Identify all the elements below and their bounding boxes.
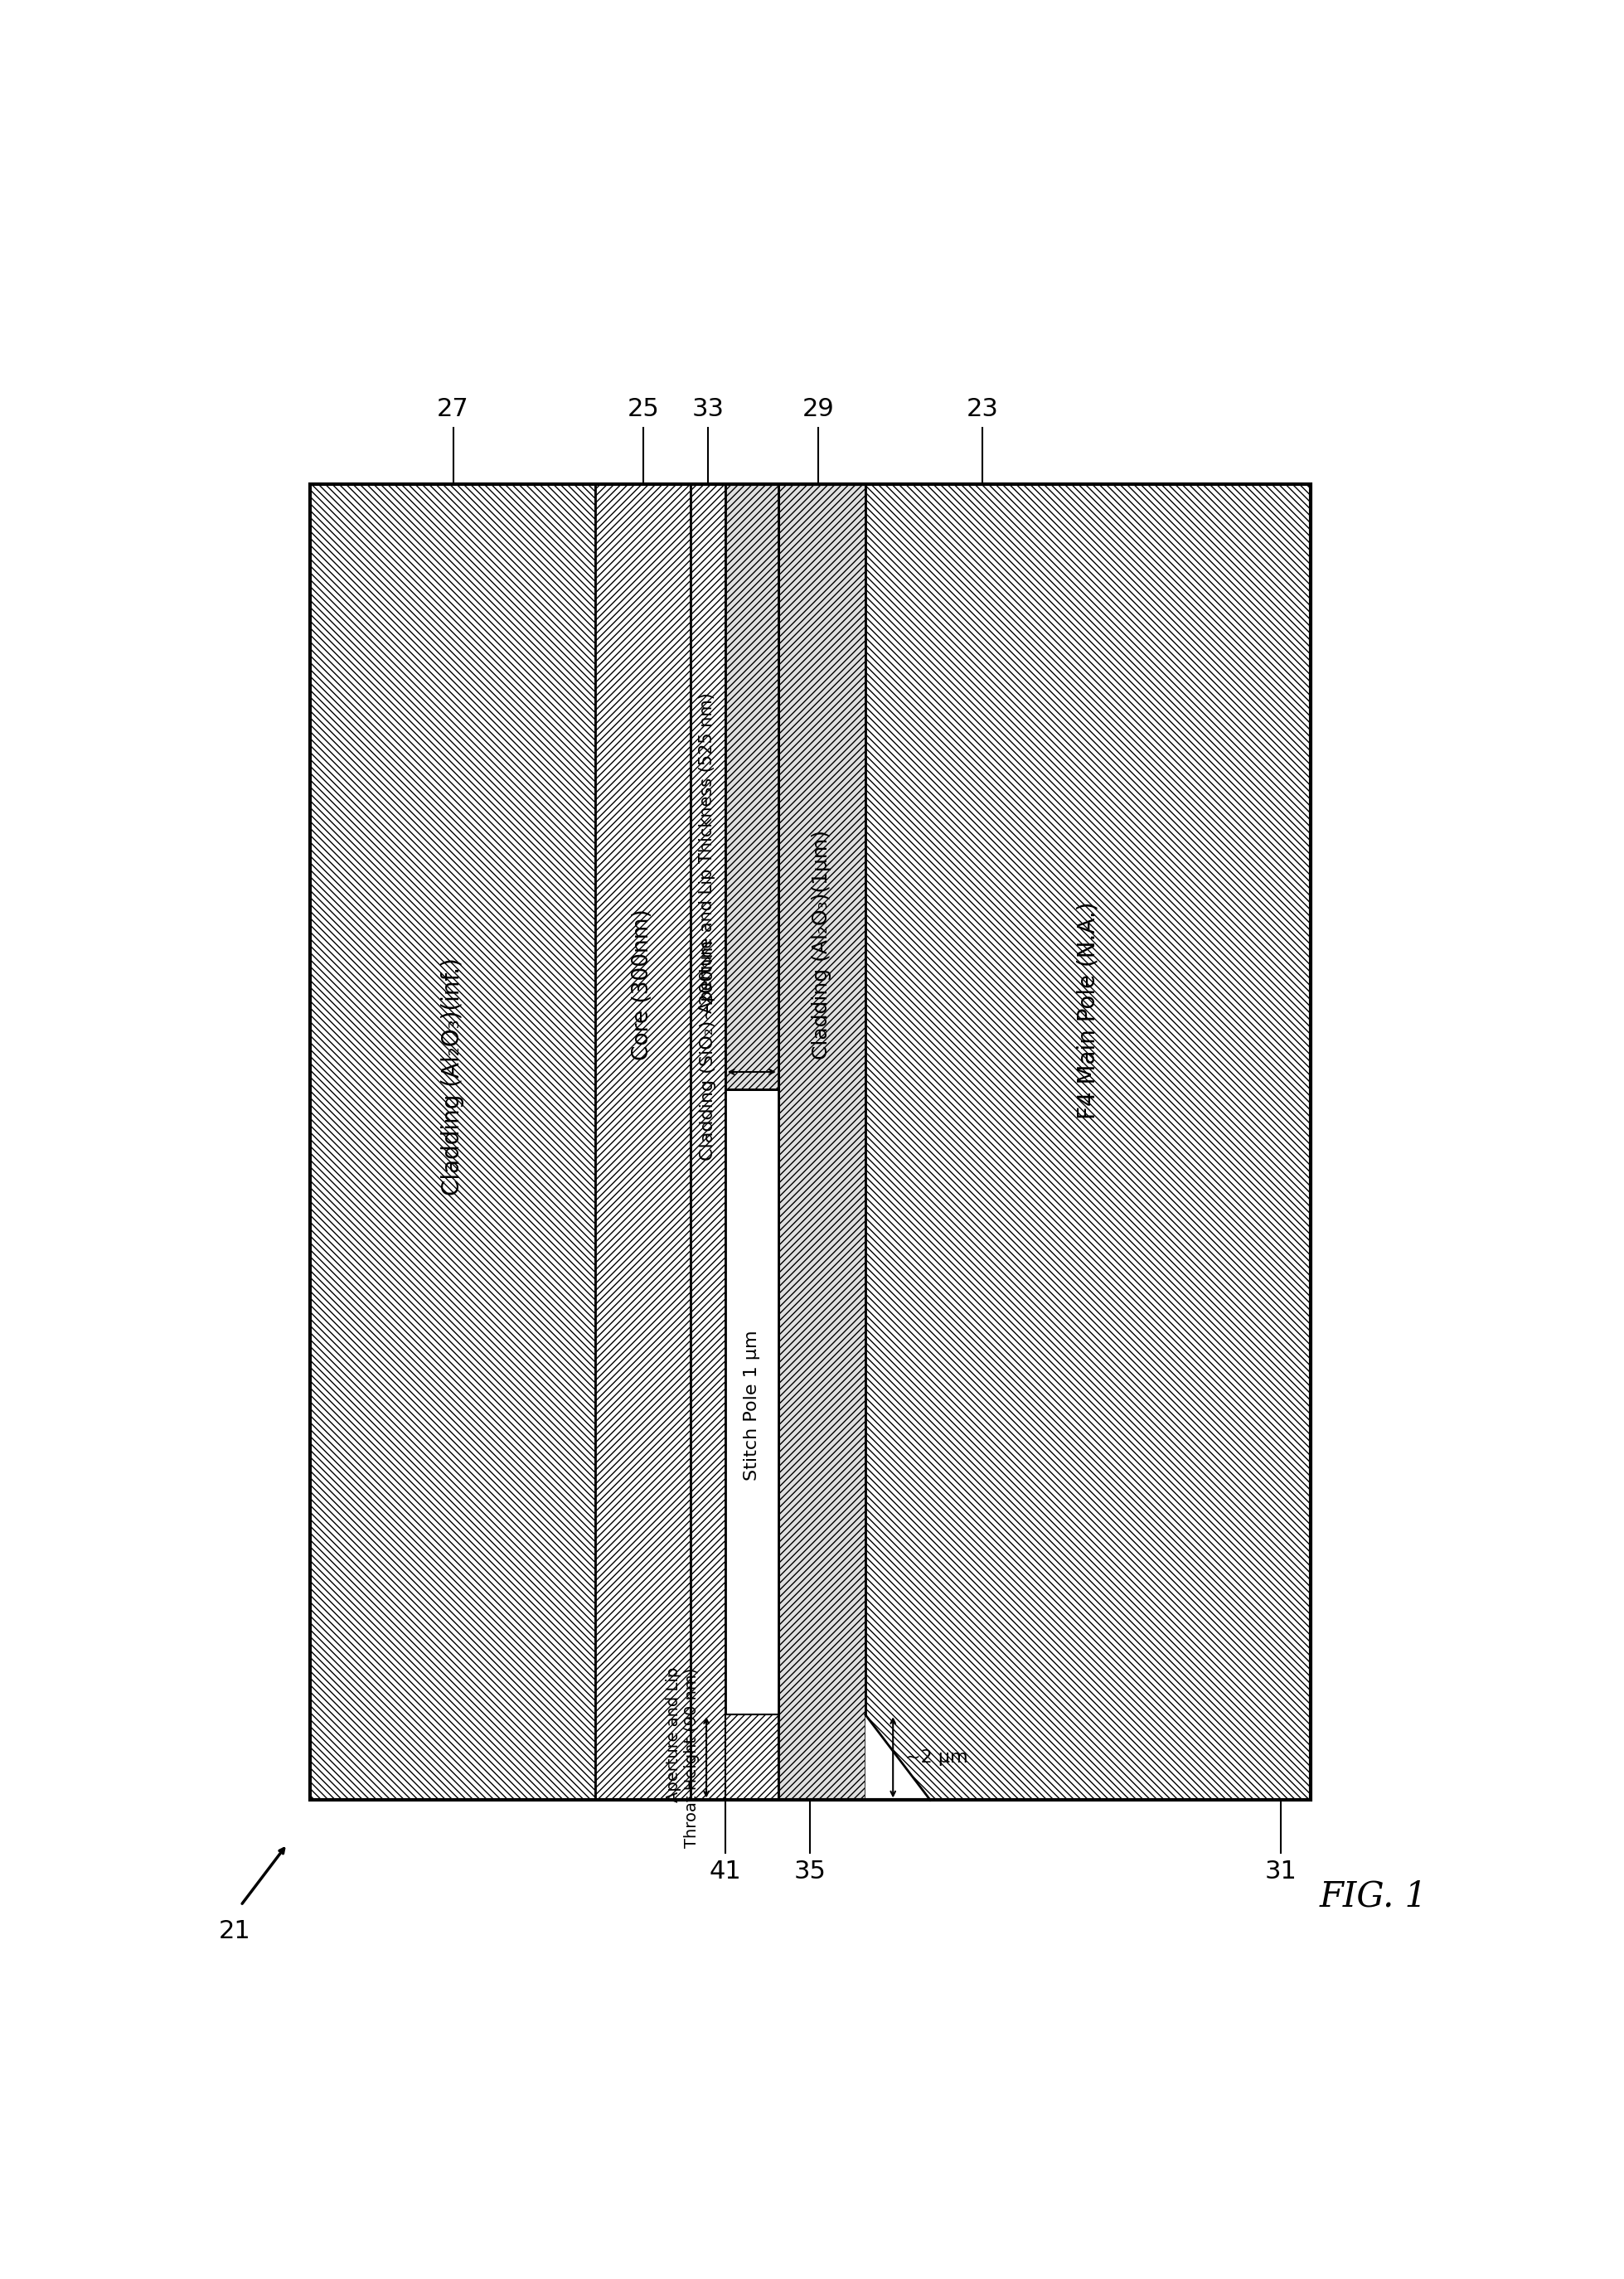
Bar xyxy=(310,483,1311,1800)
Text: 41: 41 xyxy=(710,1860,741,1885)
Text: Stitch Pole 1 μm: Stitch Pole 1 μm xyxy=(744,1331,760,1481)
Text: 25: 25 xyxy=(627,397,659,422)
Text: ~2 μm: ~2 μm xyxy=(906,1748,968,1766)
Text: FIG. 1: FIG. 1 xyxy=(1320,1880,1427,1914)
Text: 21: 21 xyxy=(218,1919,250,1944)
Polygon shape xyxy=(866,1714,931,1800)
Text: 23: 23 xyxy=(966,397,999,422)
Bar xyxy=(778,483,866,1800)
Bar xyxy=(594,483,690,1800)
Bar xyxy=(310,483,1311,1800)
Text: 27: 27 xyxy=(437,397,469,422)
Bar xyxy=(726,1714,778,1800)
Text: F4 Main Pole (N.A.): F4 Main Pole (N.A.) xyxy=(1077,902,1099,1119)
Text: 33: 33 xyxy=(692,397,724,422)
Text: 31: 31 xyxy=(1265,1860,1296,1885)
Text: 29: 29 xyxy=(802,397,835,422)
Text: Cladding (Al₂O₃)(1μm): Cladding (Al₂O₃)(1μm) xyxy=(812,830,831,1060)
Text: 35: 35 xyxy=(794,1860,827,1885)
Bar xyxy=(726,1089,778,1714)
Bar xyxy=(310,483,594,1800)
Bar xyxy=(690,483,726,1800)
Text: Cladding (SiO₂)~200nm: Cladding (SiO₂)~200nm xyxy=(700,939,716,1160)
Bar xyxy=(866,483,1311,1800)
Text: Cladding (Al₂O₃)(inf.): Cladding (Al₂O₃)(inf.) xyxy=(442,957,464,1194)
Text: Aperture and Lip
Throat Height (90 nm): Aperture and Lip Throat Height (90 nm) xyxy=(666,1668,700,1848)
Text: Core (300nm): Core (300nm) xyxy=(632,909,653,1060)
Text: Aperture and Lip Thickness (525 nm): Aperture and Lip Thickness (525 nm) xyxy=(698,693,715,1012)
Bar xyxy=(726,483,778,1089)
